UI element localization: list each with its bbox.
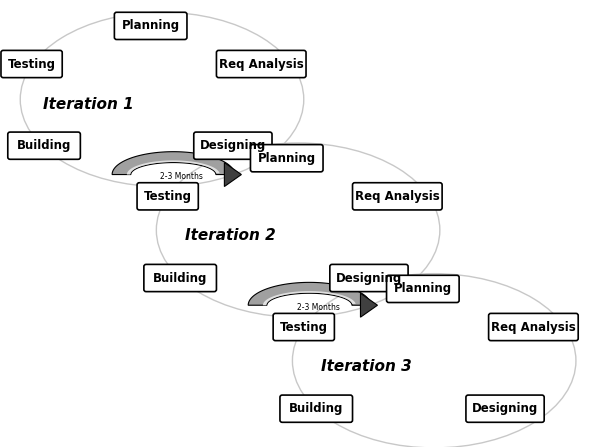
Text: Req Analysis: Req Analysis	[491, 320, 576, 333]
FancyBboxPatch shape	[250, 144, 323, 172]
Text: Building: Building	[153, 271, 208, 284]
FancyBboxPatch shape	[353, 183, 442, 210]
Text: Testing: Testing	[143, 190, 191, 203]
Polygon shape	[112, 152, 235, 174]
Polygon shape	[361, 293, 377, 317]
Text: 2-3 Months: 2-3 Months	[296, 303, 340, 312]
Text: Req Analysis: Req Analysis	[355, 190, 440, 203]
FancyBboxPatch shape	[466, 395, 544, 422]
FancyBboxPatch shape	[280, 395, 353, 422]
Text: Designing: Designing	[200, 139, 266, 152]
Text: Planning: Planning	[122, 19, 180, 32]
Text: Planning: Planning	[257, 152, 316, 164]
Text: Iteration 3: Iteration 3	[321, 359, 412, 374]
Text: Iteration 2: Iteration 2	[185, 228, 275, 243]
FancyBboxPatch shape	[8, 132, 80, 159]
Text: Building: Building	[17, 139, 71, 152]
Text: Designing: Designing	[472, 402, 538, 415]
Polygon shape	[248, 283, 371, 305]
FancyBboxPatch shape	[137, 183, 198, 210]
FancyBboxPatch shape	[386, 275, 459, 303]
Text: Testing: Testing	[280, 320, 328, 333]
FancyBboxPatch shape	[330, 264, 408, 291]
Text: Planning: Planning	[394, 283, 452, 295]
FancyBboxPatch shape	[115, 12, 187, 39]
FancyBboxPatch shape	[144, 264, 217, 291]
Polygon shape	[224, 163, 241, 186]
Text: Building: Building	[289, 402, 343, 415]
Text: Designing: Designing	[336, 271, 402, 284]
Text: Testing: Testing	[8, 58, 56, 71]
FancyBboxPatch shape	[217, 51, 306, 78]
Polygon shape	[127, 160, 220, 174]
Polygon shape	[263, 291, 356, 305]
Text: 2-3 Months: 2-3 Months	[160, 172, 203, 181]
FancyBboxPatch shape	[194, 132, 272, 159]
FancyBboxPatch shape	[1, 51, 62, 78]
FancyBboxPatch shape	[488, 313, 578, 341]
Text: Iteration 1: Iteration 1	[43, 97, 134, 112]
Text: Req Analysis: Req Analysis	[219, 58, 304, 71]
FancyBboxPatch shape	[273, 313, 334, 341]
